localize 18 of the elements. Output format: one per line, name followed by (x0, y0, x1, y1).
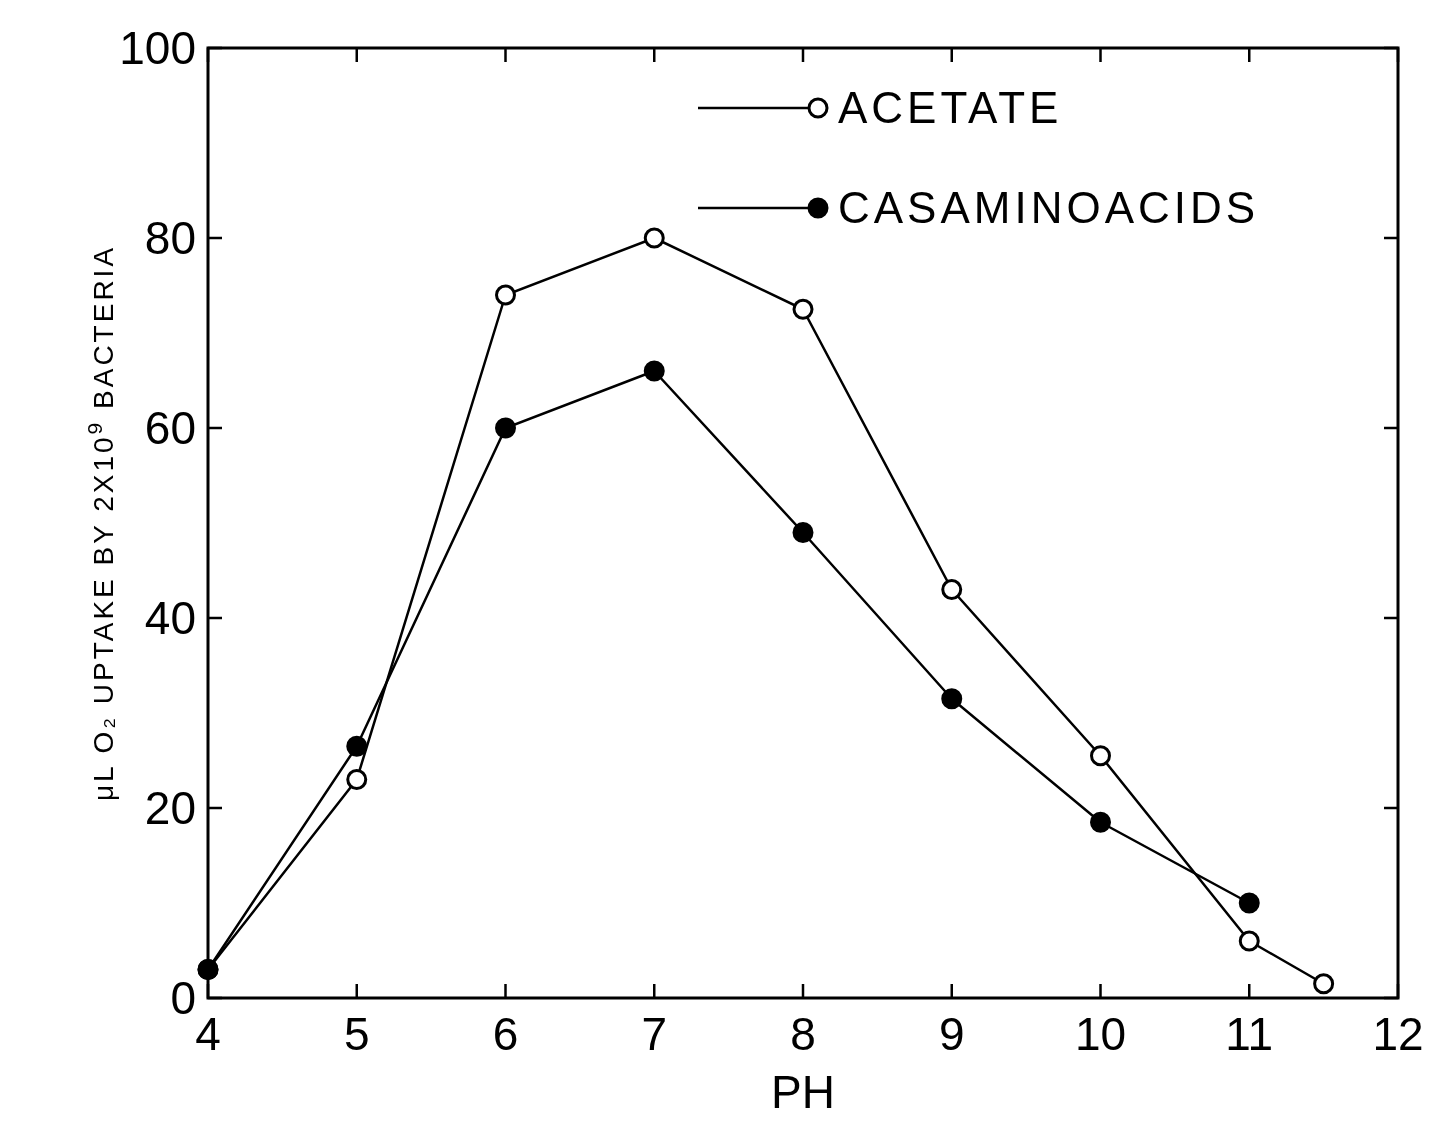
x-tick-label: 7 (641, 1008, 668, 1060)
legend-label: ACETATE (838, 83, 1063, 133)
y-tick-label: 80 (144, 212, 196, 265)
legend-label: CASAMINOACIDS (838, 183, 1260, 233)
x-tick-label: 10 (1074, 1008, 1127, 1060)
x-tick-label: 6 (492, 1008, 519, 1060)
x-tick-label: 8 (790, 1008, 816, 1060)
x-tick-label: 4 (195, 1008, 221, 1060)
x-tick-label: 9 (938, 1008, 965, 1060)
y-tick-label: 100 (119, 22, 196, 75)
x-tick-label: 5 (343, 1008, 370, 1060)
x-tick-label: 12 (1372, 1008, 1424, 1060)
y-tick-label: 60 (144, 402, 196, 455)
y-tick-label: 0 (170, 972, 196, 1025)
y-tick-label: 20 (144, 782, 196, 835)
x-axis-title: PH (771, 1066, 835, 1118)
y-tick-label: 40 (144, 592, 196, 645)
x-tick-label: 11 (1225, 1008, 1274, 1060)
